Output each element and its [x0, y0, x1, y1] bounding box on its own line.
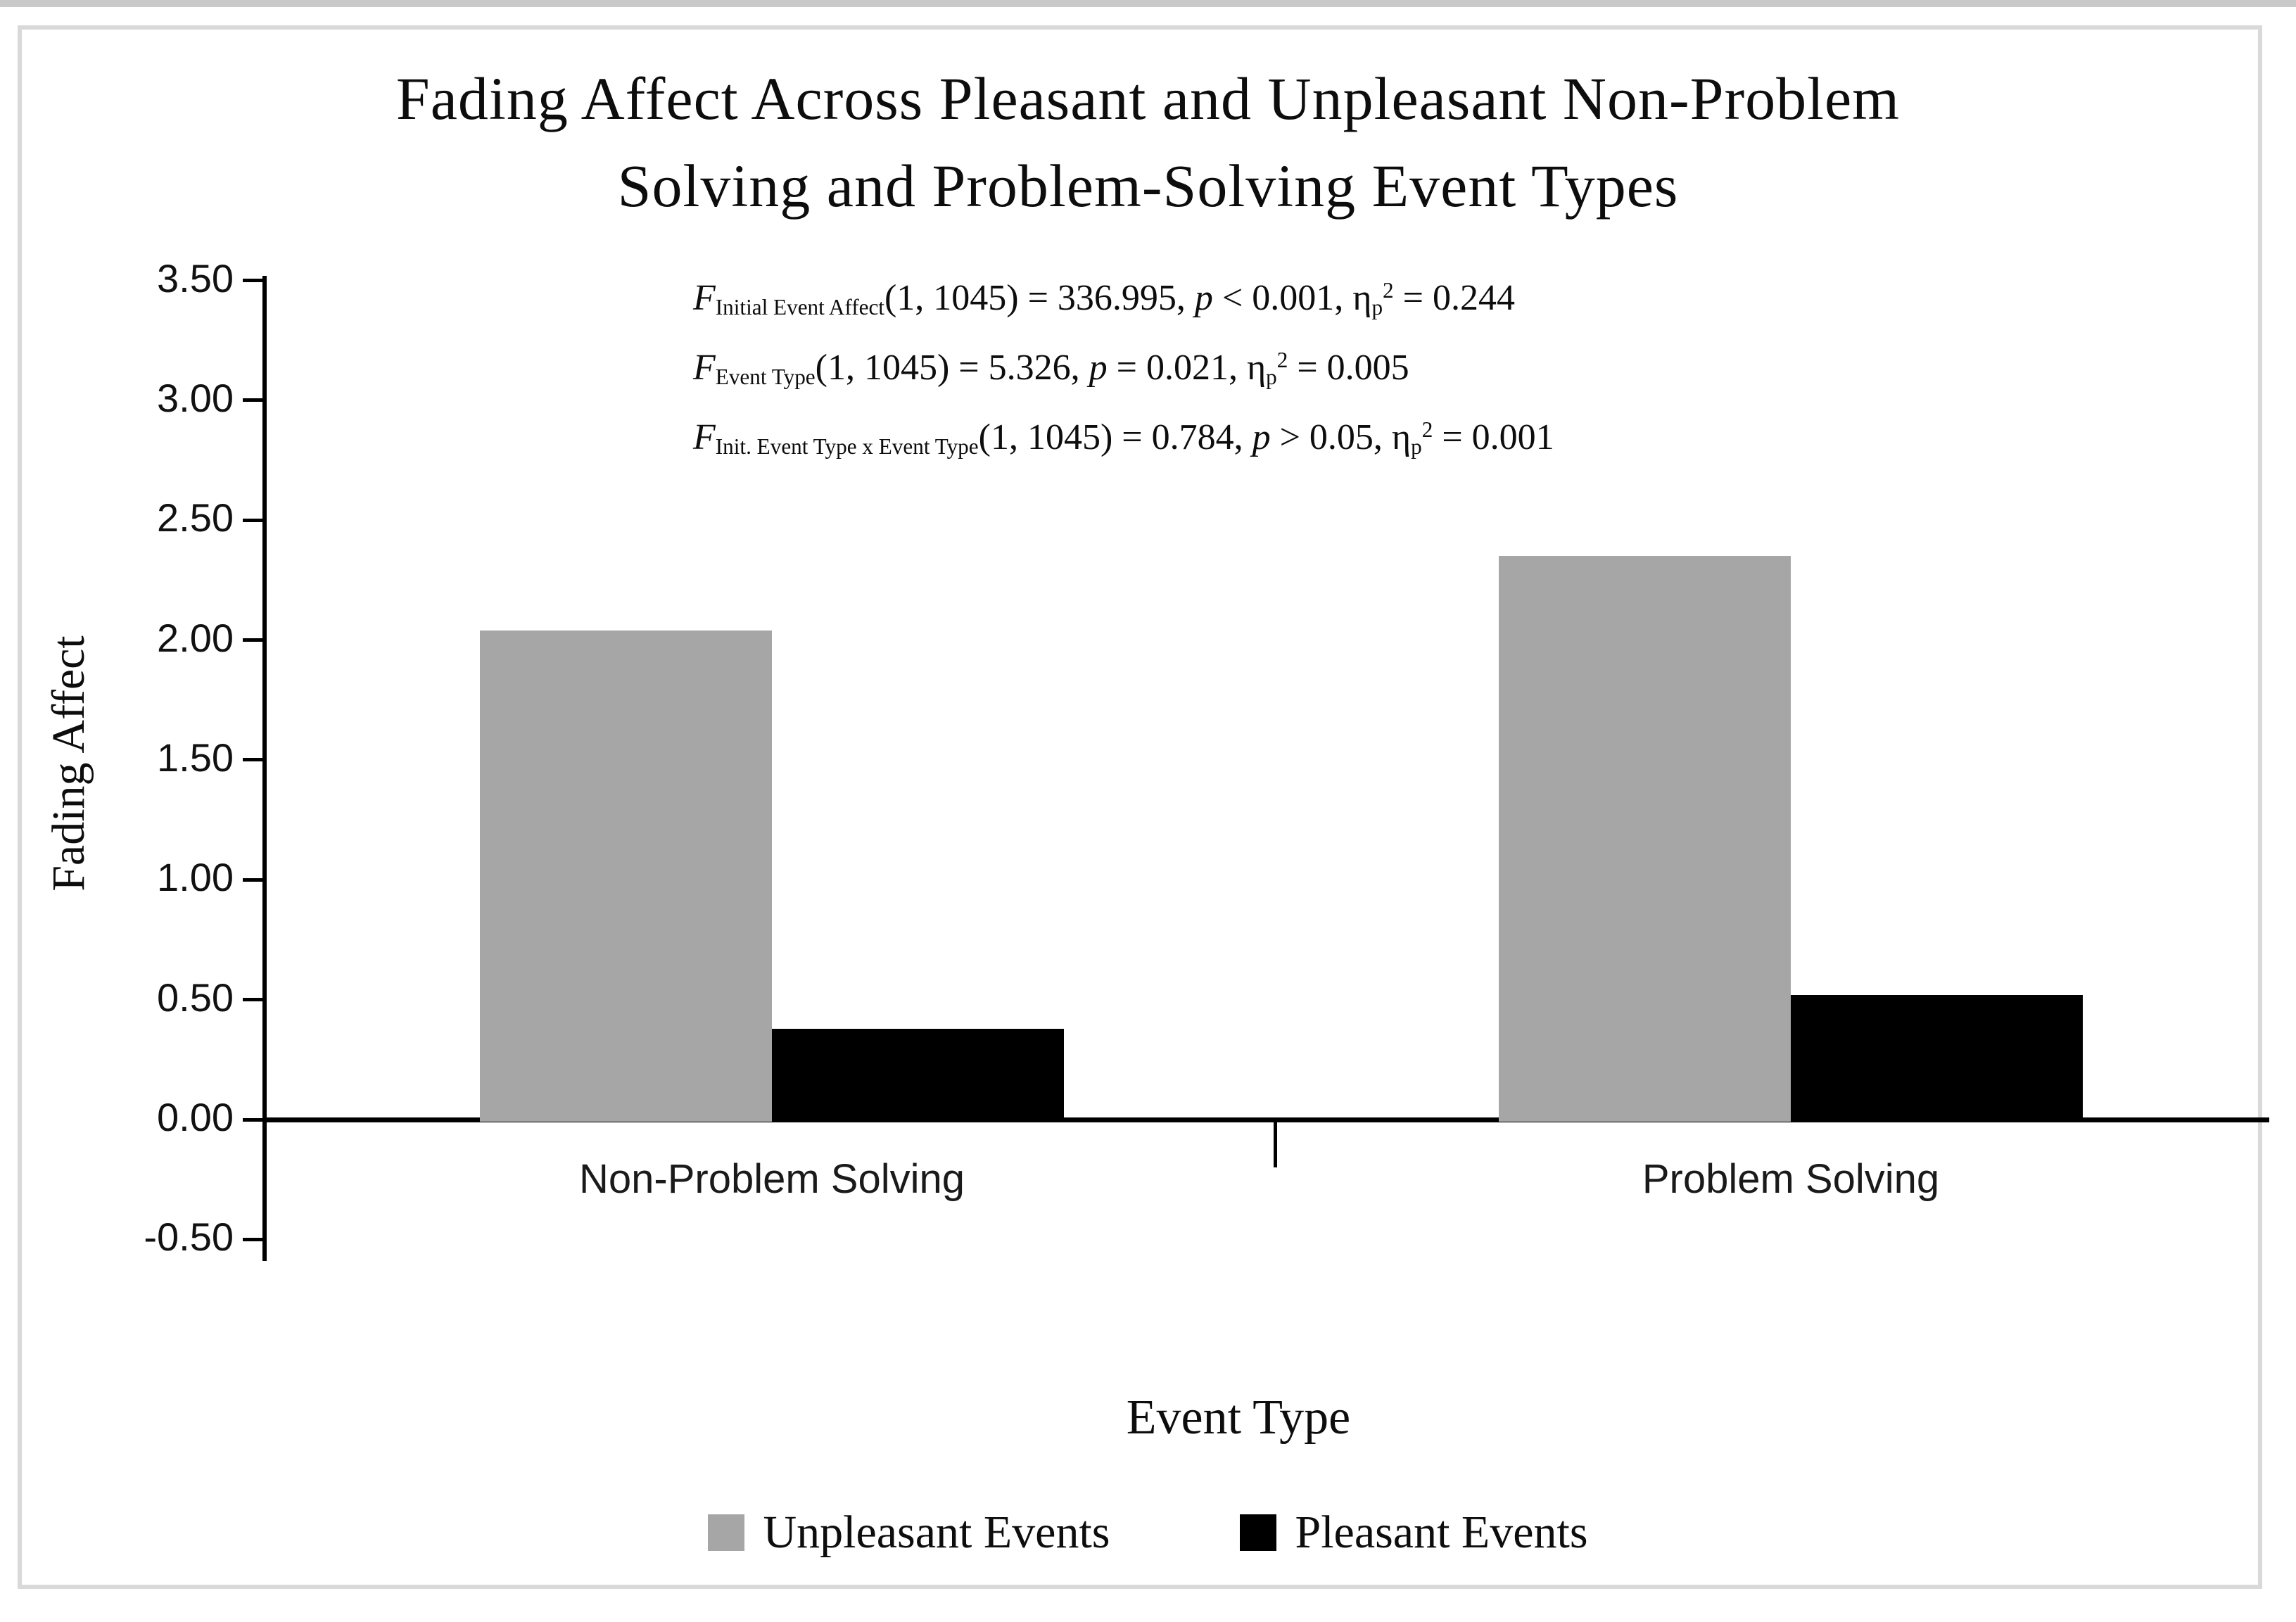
- bar-pleasant-0: [772, 1029, 1064, 1122]
- bar-unpleasant-0: [480, 631, 772, 1122]
- stats-text-segment: = 0.244: [1393, 278, 1515, 319]
- y-tick-label: 0.00: [157, 1095, 234, 1139]
- y-tick-label: 2.50: [157, 495, 234, 540]
- stats-text-segment: p: [1252, 417, 1271, 458]
- stats-text-segment: F: [693, 417, 716, 458]
- category-label: Problem Solving: [1642, 1156, 1940, 1202]
- stats-text-segment: = 0.021, η: [1107, 348, 1267, 388]
- stats-text-segment: p: [1194, 278, 1213, 319]
- chart-title-line1: Fading Affect Across Pleasant and Unplea…: [395, 65, 1901, 132]
- y-tick-label: 1.00: [157, 855, 234, 899]
- y-tick-mark: [243, 878, 262, 882]
- stats-text-segment: < 0.001, η: [1212, 278, 1372, 319]
- legend-label: Unpleasant Events: [763, 1507, 1110, 1558]
- stats-text-segment: Initial Event Affect: [715, 295, 884, 320]
- y-tick-mark: [243, 519, 262, 522]
- x-axis-line: [262, 1117, 2269, 1122]
- stats-annotation-line: FEvent Type(1, 1045) = 5.326, p = 0.021,…: [693, 334, 1554, 403]
- stats-text-segment: Init. Event Type x Event Type: [715, 434, 979, 460]
- y-tick-mark: [243, 1118, 262, 1122]
- y-axis-line: [262, 276, 267, 1261]
- y-tick-label: 0.50: [157, 975, 234, 1020]
- y-tick-label: 3.00: [157, 376, 234, 420]
- stats-text-segment: 2: [1383, 278, 1394, 303]
- stats-text-segment: (1, 1045) = 336.995,: [884, 278, 1195, 319]
- category-label: Non-Problem Solving: [578, 1156, 965, 1202]
- stats-text-segment: p: [1266, 365, 1277, 390]
- stats-text-segment: = 0.005: [1288, 348, 1409, 388]
- y-tick-label: 1.50: [157, 735, 234, 780]
- stats-text-segment: (1, 1045) = 0.784,: [978, 417, 1252, 458]
- top-edge-strip: [0, 0, 2296, 7]
- stats-text-segment: Event Type: [715, 365, 816, 390]
- bar-unpleasant-1: [1499, 556, 1791, 1122]
- y-tick-label: 3.50: [157, 256, 234, 300]
- stats-text-segment: p: [1089, 348, 1108, 388]
- stats-text-segment: p: [1411, 434, 1422, 460]
- stats-text-segment: 2: [1276, 348, 1288, 373]
- stats-text-segment: (1, 1045) = 5.326,: [815, 348, 1089, 388]
- stats-text-segment: = 0.001: [1433, 417, 1554, 458]
- y-tick-mark: [243, 279, 262, 282]
- chart-title: Fading Affect Across Pleasant and Unplea…: [0, 55, 2296, 229]
- stats-text-segment: F: [693, 278, 716, 319]
- y-tick-mark: [243, 998, 262, 1001]
- legend: Unpleasant Events Pleasant Events: [0, 1506, 2296, 1559]
- legend-label: Pleasant Events: [1295, 1507, 1588, 1558]
- x-axis-title: Event Type: [1126, 1390, 1351, 1445]
- stats-text-segment: > 0.05, η: [1270, 417, 1412, 458]
- stats-text-segment: p: [1371, 295, 1383, 320]
- y-tick-label: 2.00: [157, 616, 234, 660]
- chart-frame-border: [18, 25, 2262, 1589]
- chart-title-line2: Solving and Problem-Solving Event Types: [617, 152, 1679, 220]
- legend-swatch-unpleasant-icon: [708, 1514, 745, 1551]
- y-tick-mark: [243, 638, 262, 642]
- y-tick-mark: [243, 1238, 262, 1241]
- y-tick-mark: [243, 398, 262, 402]
- stats-text-segment: 2: [1421, 417, 1433, 443]
- legend-item-unpleasant: Unpleasant Events: [708, 1506, 1110, 1559]
- stats-annotation-block: FInitial Event Affect(1, 1045) = 336.995…: [693, 264, 1554, 473]
- y-tick-mark: [243, 758, 262, 761]
- bar-pleasant-1: [1791, 995, 2083, 1122]
- stats-text-segment: F: [693, 348, 716, 388]
- stats-annotation-line: FInit. Event Type x Event Type(1, 1045) …: [693, 403, 1554, 473]
- stats-annotation-line: FInitial Event Affect(1, 1045) = 336.995…: [693, 264, 1554, 334]
- x-axis-boundary-tick: [1274, 1120, 1277, 1167]
- y-tick-label: -0.50: [144, 1215, 234, 1259]
- legend-item-pleasant: Pleasant Events: [1240, 1506, 1588, 1559]
- legend-swatch-pleasant-icon: [1240, 1514, 1277, 1551]
